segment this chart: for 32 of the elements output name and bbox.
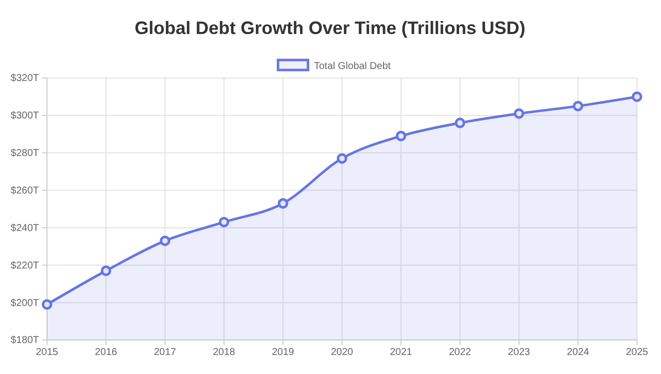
point	[42, 299, 52, 310]
x-tick-label: 2020	[330, 347, 354, 358]
y-tick-label: $200T	[10, 298, 39, 309]
x-tick-label: 2018	[212, 347, 236, 358]
x-tick-label: 2023	[508, 347, 531, 358]
legend-label: Total Global Debt	[314, 61, 391, 72]
x-tick-label: 2015	[36, 347, 59, 358]
x-tick-label: 2021	[390, 347, 413, 358]
point	[572, 100, 584, 112]
point	[218, 216, 230, 228]
y-tick-label: $260T	[10, 185, 39, 196]
y-tick-label: $320T	[10, 73, 39, 84]
x-tick-label: 2022	[448, 347, 472, 358]
point	[160, 236, 170, 246]
point	[396, 130, 406, 142]
y-tick-label: $280T	[10, 148, 39, 160]
x-tick-label: 2024	[566, 347, 590, 358]
point	[100, 266, 112, 276]
x-tick-label: 2017	[154, 347, 177, 358]
y-tick-label: $220T	[10, 260, 39, 272]
x-tick-label: 2019	[272, 347, 295, 358]
y-tick-label: $180T	[10, 335, 39, 346]
y-tick-label: $300T	[10, 110, 39, 122]
chart-title: Global Debt Growth Over Time (Trillions USD)	[134, 18, 526, 38]
x-tick-label: 2016	[94, 347, 118, 358]
point	[632, 91, 642, 102]
point	[514, 108, 524, 119]
y-tick-label: $240T	[10, 222, 39, 234]
point	[454, 118, 466, 128]
x-tick-label: 2025	[626, 347, 649, 358]
point	[278, 198, 288, 209]
point	[336, 153, 348, 164]
